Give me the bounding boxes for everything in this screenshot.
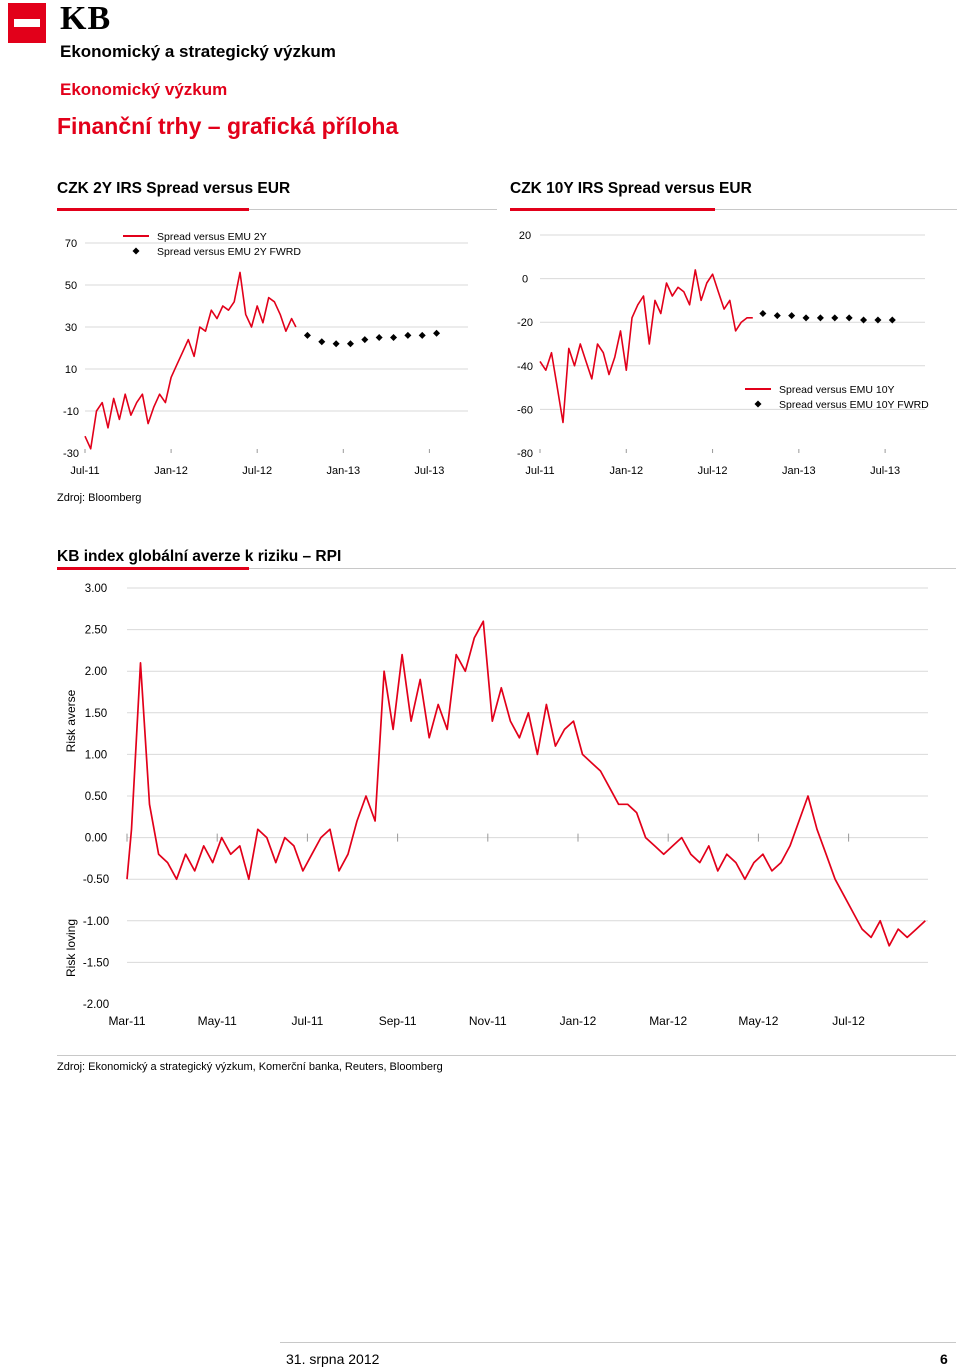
chart2-y-tick-label: 20 bbox=[519, 230, 531, 242]
chart3-y-tick-label: -1.00 bbox=[83, 916, 109, 928]
chart2-x-tick-label: Jul-12 bbox=[698, 465, 728, 477]
chart1-title-rule-grey bbox=[249, 209, 497, 210]
footer-page-number: 6 bbox=[940, 1351, 948, 1367]
chart3-y-tick-label: -2.00 bbox=[83, 999, 109, 1011]
department-title: Ekonomický a strategický výzkum bbox=[60, 42, 336, 61]
chart2-fwrd-point bbox=[845, 314, 853, 322]
chart2-fwrd-point bbox=[773, 312, 781, 320]
chart2-x-tick-label: Jul-13 bbox=[870, 465, 900, 477]
chart3-x-tick-label: Jan-12 bbox=[560, 1014, 597, 1028]
chart2-x-tick-label: Jul-11 bbox=[525, 465, 554, 477]
chart3-y-tick-label: 0.50 bbox=[85, 791, 107, 803]
chart3-y-tick-label: -0.50 bbox=[83, 874, 109, 886]
chart1-fwrd-point bbox=[433, 329, 441, 337]
chart2-y-tick-label: 0 bbox=[522, 274, 528, 286]
chart1-plot: 70 50 30 10 -10 -30 Jul-11 Jan-12 Jul-12 Jan-13 Ju… bbox=[63, 231, 468, 477]
chart1-fwrd-point bbox=[361, 336, 369, 344]
chart1-y-tick-label: -10 bbox=[63, 406, 79, 418]
chart3-y-tick-label: 0.00 bbox=[85, 833, 107, 845]
chart2-y-tick-label: -20 bbox=[517, 317, 533, 329]
chart2-fwrd-point bbox=[888, 316, 896, 324]
chart2-legend-label-fwrd: Spread versus EMU 10Y FWRD bbox=[779, 399, 929, 411]
chart3-plot: 3.00 2.50 2.00 1.50 1.00 0.50 0.00 -0.50 -1.00 -1… bbox=[64, 583, 928, 1028]
chart3-y-tick-label: 2.00 bbox=[85, 666, 107, 678]
chart3-series-rpi-line bbox=[126, 620, 926, 947]
chart2-fwrd-point bbox=[816, 314, 824, 322]
chart2-fwrd-point bbox=[831, 314, 839, 322]
chart2-fwrd-point bbox=[759, 309, 767, 317]
chart3-y-tick-label: 1.00 bbox=[85, 749, 107, 761]
chart2-fwrd-point bbox=[802, 314, 810, 322]
chart1-fwrd-point bbox=[418, 331, 426, 339]
chart1-y-tick-label: -30 bbox=[63, 448, 79, 460]
chart1-y-tick-label: 30 bbox=[65, 322, 77, 334]
chart2-series-spread-line bbox=[539, 269, 753, 424]
chart2-x-tick-label: Jan-13 bbox=[782, 465, 816, 477]
chart3-title-rule-grey bbox=[249, 568, 956, 569]
chart1-legend-label-fwrd: Spread versus EMU 2Y FWRD bbox=[157, 246, 301, 258]
page-title: Finanční trhy – grafická příloha bbox=[57, 113, 399, 139]
kb-logo-mark bbox=[8, 3, 46, 43]
chart3-x-tick-label: Jul-11 bbox=[292, 1014, 324, 1028]
chart1-series-spread-line bbox=[84, 271, 297, 450]
chart1-x-tick-label: Jul-12 bbox=[242, 465, 272, 477]
chart3-x-tick-label: Mar-11 bbox=[108, 1014, 145, 1028]
chart1-title-rule bbox=[57, 208, 249, 211]
footer-divider bbox=[280, 1342, 956, 1343]
source-divider bbox=[57, 1055, 956, 1056]
chart1-y-tick-label: 70 bbox=[65, 238, 77, 250]
chart2-fwrd-point bbox=[788, 312, 796, 320]
source-bloomberg: Zdroj: Bloomberg bbox=[57, 492, 142, 504]
chart3-x-tick-label: May-12 bbox=[738, 1014, 778, 1028]
chart1-fwrd-point bbox=[332, 340, 340, 348]
chart1-x-tick-label: Jan-12 bbox=[154, 465, 188, 477]
chart1-fwrd-point bbox=[303, 331, 311, 339]
chart3-x-tick-label: Nov-11 bbox=[469, 1014, 507, 1028]
chart2-title-rule bbox=[510, 208, 715, 211]
subdepartment-title: Ekonomický výzkum bbox=[60, 80, 228, 99]
chart1-y-tick-label: 10 bbox=[65, 364, 77, 376]
chart3-title-rule bbox=[57, 567, 249, 570]
chart1-legend-label-spread: Spread versus EMU 2Y bbox=[157, 231, 267, 243]
chart2-plot: 20 0 -20 -40 -60 -80 Jul-11 Jan-12 Jul-12 Jan-13 J… bbox=[517, 230, 929, 477]
chart2-legend-swatch-fwrd bbox=[754, 400, 762, 408]
chart3-x-tick-label: Sep-11 bbox=[379, 1014, 417, 1028]
chart3-title: KB index globální averze k riziku – RPI bbox=[57, 548, 342, 565]
chart3-x-tick-label: Jul-12 bbox=[832, 1014, 865, 1028]
chart3-y-tick-label: -1.50 bbox=[83, 957, 109, 969]
chart3-y-tick-label: 3.00 bbox=[85, 583, 107, 595]
chart1-fwrd-point bbox=[404, 331, 412, 339]
chart1-fwrd-point bbox=[390, 334, 398, 341]
chart2-y-tick-label: -60 bbox=[517, 404, 533, 416]
chart1-x-tick-label: Jan-13 bbox=[326, 465, 360, 477]
chart1-y-tick-label: 50 bbox=[65, 280, 77, 292]
chart1-fwrd-point bbox=[375, 334, 383, 341]
chart2-legend-label-spread: Spread versus EMU 10Y bbox=[779, 384, 895, 396]
chart3-y-tick-label: 1.50 bbox=[85, 708, 107, 720]
chart3-x-tick-label: May-11 bbox=[198, 1014, 237, 1028]
chart2-title: CZK 10Y IRS Spread versus EUR bbox=[510, 180, 752, 197]
source-full: Zdroj: Ekonomický a strategický výzkum, … bbox=[57, 1061, 443, 1073]
chart1-fwrd-point bbox=[346, 340, 354, 348]
chart3-ylabel-risk-averse: Risk averse bbox=[64, 689, 78, 752]
chart2-y-tick-label: -40 bbox=[517, 361, 533, 373]
chart1-fwrd-point bbox=[318, 338, 326, 346]
chart2-title-rule-grey bbox=[715, 209, 957, 210]
kb-logo-text: KB bbox=[60, 0, 112, 37]
chart2-fwrd-point bbox=[860, 316, 868, 324]
chart1-legend-swatch-fwrd bbox=[132, 247, 140, 255]
chart2-fwrd-point bbox=[874, 316, 882, 324]
footer-date: 31. srpna 2012 bbox=[286, 1351, 380, 1367]
chart3-x-tick-label: Mar-12 bbox=[649, 1014, 687, 1028]
chart3-y-tick-label: 2.50 bbox=[85, 625, 107, 637]
chart1-x-tick-label: Jul-13 bbox=[414, 465, 444, 477]
chart1-x-tick-label: Jul-11 bbox=[70, 465, 99, 477]
chart2-x-tick-label: Jan-12 bbox=[609, 465, 643, 477]
chart3-ylabel-risk-loving: Risk loving bbox=[64, 919, 78, 977]
chart2-y-tick-label: -80 bbox=[517, 448, 533, 460]
chart1-title: CZK 2Y IRS Spread versus EUR bbox=[57, 180, 291, 197]
